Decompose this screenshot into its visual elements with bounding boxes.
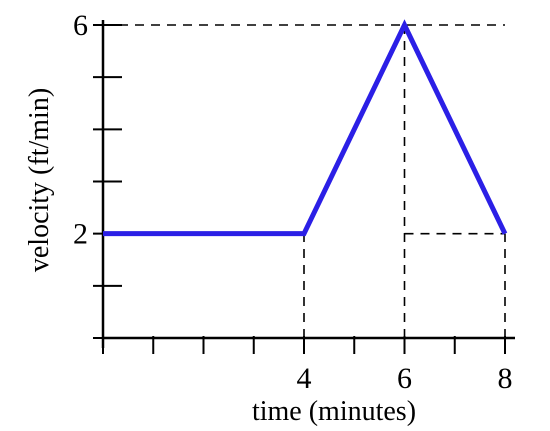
x-tick-label-6: 6 <box>397 362 412 395</box>
tick-labels: 4 6 8 2 6 <box>73 9 513 395</box>
axes <box>101 20 515 348</box>
series-line-0 <box>103 19 508 237</box>
x-axis-label: time (minutes) <box>252 396 416 427</box>
y-tick-label-6: 6 <box>73 9 88 42</box>
x-tick-label-8: 8 <box>498 362 513 395</box>
y-axis-label: velocity (ft/min) <box>24 88 55 272</box>
y-tick-label-2: 2 <box>73 218 88 251</box>
ticks <box>93 24 506 354</box>
guide-lines <box>103 24 506 338</box>
series <box>102 19 508 237</box>
x-tick-label-4: 4 <box>297 362 312 395</box>
